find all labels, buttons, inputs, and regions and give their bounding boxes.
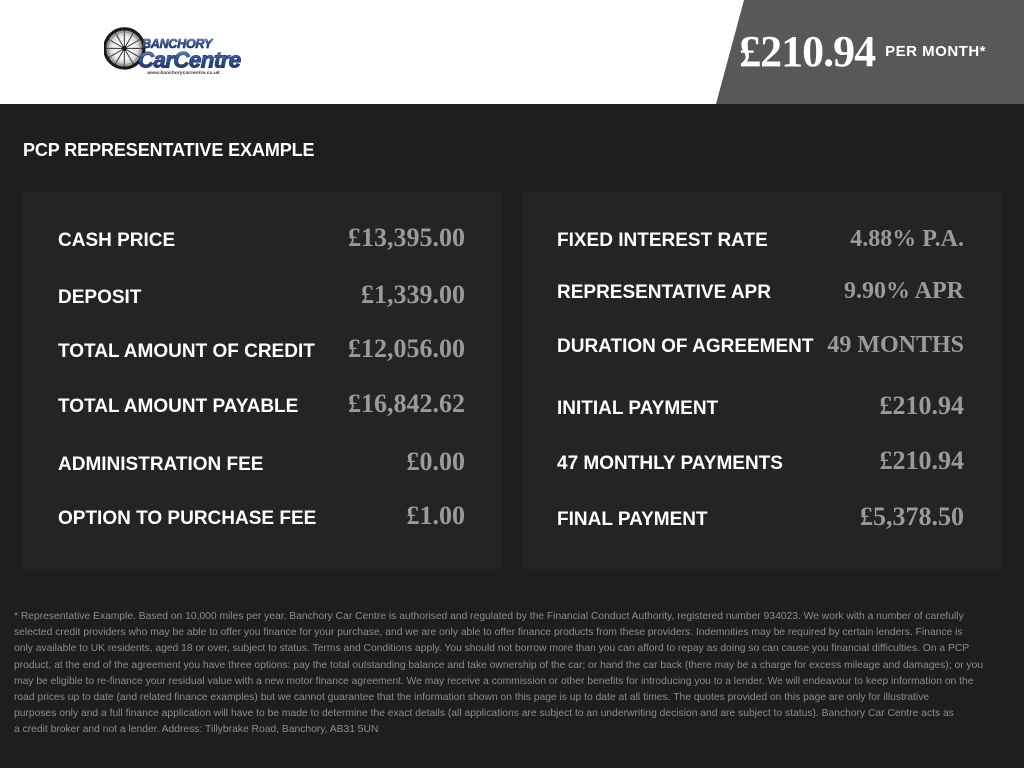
- svg-text:www.banchorycarcentre.co.uk: www.banchorycarcentre.co.uk: [147, 70, 220, 76]
- svg-text:CarCentre: CarCentre: [138, 47, 241, 72]
